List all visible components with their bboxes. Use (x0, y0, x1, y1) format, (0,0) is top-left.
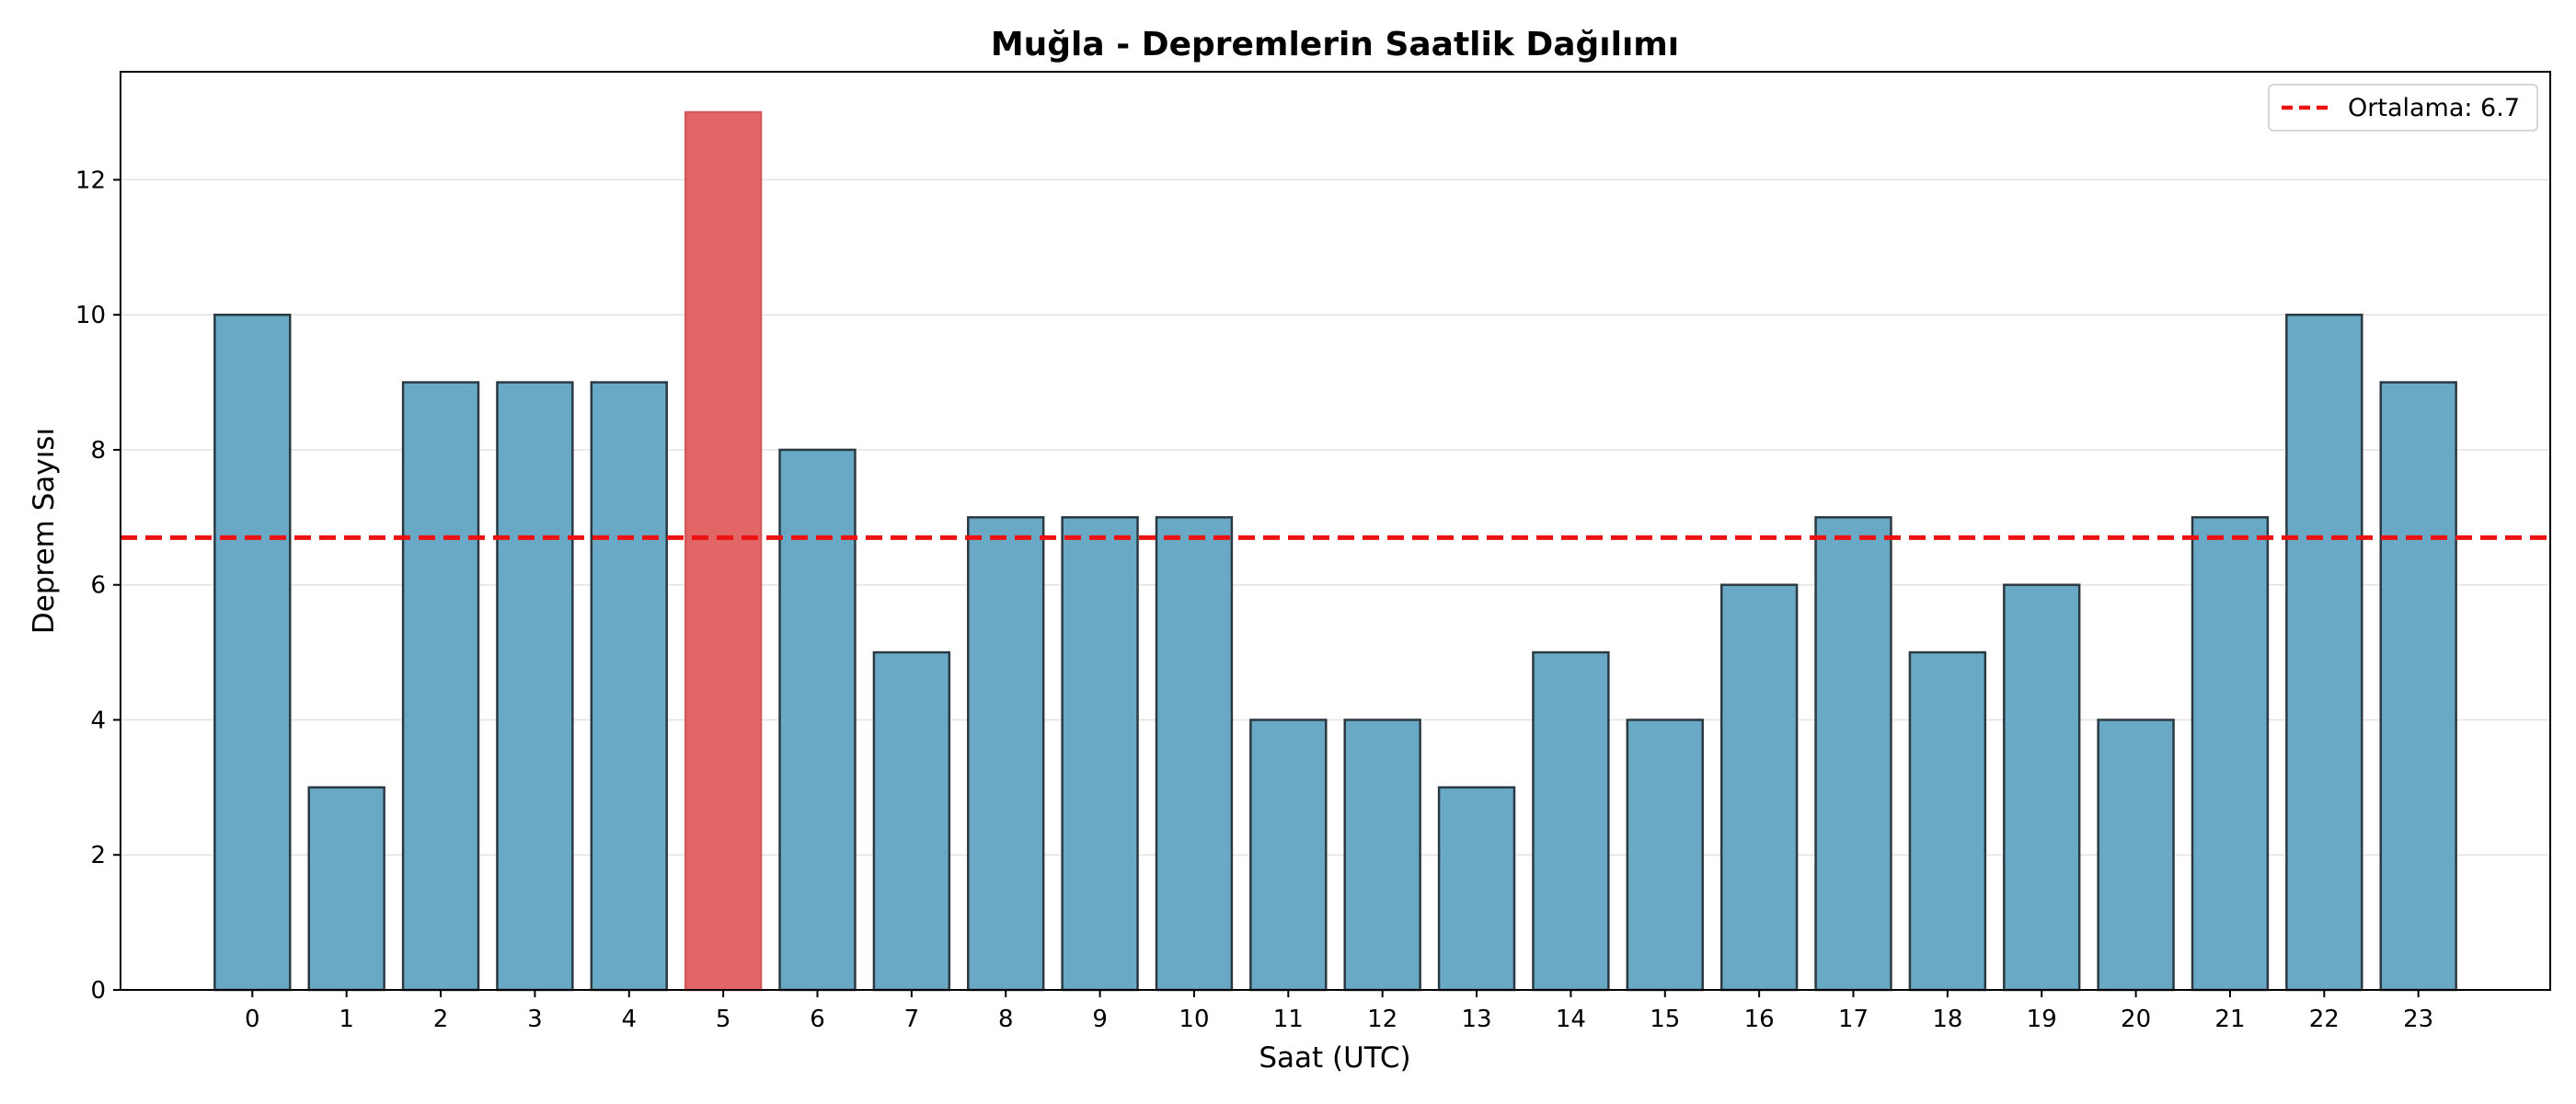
x-tick-label: 12 (1367, 1006, 1397, 1033)
bar-hour-9 (1061, 516, 1139, 992)
bar-hour-16 (1719, 583, 1799, 992)
legend: Ortalama: 6.7 (2268, 84, 2538, 132)
legend-label: Ortalama: 6.7 (2348, 94, 2520, 122)
x-tick-label: 9 (1092, 1006, 1108, 1033)
x-tick-label: 8 (998, 1006, 1014, 1033)
x-axis-label: Saat (UTC) (1259, 1041, 1410, 1075)
bar-hour-8 (967, 516, 1045, 992)
bar-hour-2 (401, 381, 480, 992)
x-tick-label: 23 (2403, 1006, 2433, 1033)
x-tick-label: 13 (1461, 1006, 1491, 1033)
x-tick-label: 22 (2309, 1006, 2340, 1033)
x-tick-label: 2 (433, 1006, 449, 1033)
bars (213, 110, 2457, 992)
bar-hour-6 (778, 448, 857, 992)
bar-hour-23 (2379, 381, 2457, 992)
bar-hour-15 (1626, 719, 1704, 992)
bar-hour-17 (1814, 516, 1892, 992)
x-tick-label: 14 (1556, 1006, 1586, 1033)
bar-hour-4 (590, 381, 668, 992)
y-tick-label: 4 (90, 707, 106, 734)
y-tick-label: 8 (90, 437, 106, 465)
legend-box (2268, 84, 2538, 132)
x-tick-label: 21 (2214, 1006, 2245, 1033)
gridlines (121, 178, 2550, 991)
x-tick-label: 18 (1932, 1006, 1962, 1033)
x-tick-label: 10 (1179, 1006, 1209, 1033)
y-tick-label: 2 (90, 842, 106, 869)
y-tick-label: 6 (90, 572, 106, 600)
x-tick-label: 5 (716, 1006, 731, 1033)
x-tick-label: 19 (2027, 1006, 2057, 1033)
plot-frame (120, 71, 2551, 991)
bar-hour-21 (2191, 516, 2270, 992)
bar-hour-22 (2285, 313, 2363, 992)
bar-hour-7 (872, 650, 951, 992)
x-tick-label: 0 (245, 1006, 260, 1033)
x-tick-label: 15 (1650, 1006, 1680, 1033)
bar-hour-19 (2003, 583, 2081, 992)
y-axis-label: Deprem Sayısı (28, 428, 61, 634)
bar-hour-3 (496, 381, 574, 992)
bar-hour-18 (1908, 650, 1987, 992)
x-tick-label: 20 (2121, 1006, 2151, 1033)
x-tick-label: 16 (1744, 1006, 1775, 1033)
x-tick-label: 17 (1838, 1006, 1869, 1033)
y-tick-label: 12 (75, 167, 106, 194)
x-tick-label: 7 (904, 1006, 920, 1033)
x-tick-label: 4 (621, 1006, 637, 1033)
bar-hour-5 (684, 110, 763, 992)
y-axis: 0 2 4 6 8 10 12 (75, 167, 121, 1005)
x-axis: 0 1 2 3 4 5 6 7 8 9 10 11 12 13 14 15 16 17 18 19 20 21 22 23 (245, 990, 2433, 1033)
bar-hour-14 (1532, 650, 1610, 992)
bar-hour-20 (2097, 719, 2175, 992)
x-tick-label: 11 (1273, 1006, 1304, 1033)
chart-title: Muğla - Depremlerin Saatlik Dağılımı (991, 26, 1679, 63)
bar-hour-1 (307, 786, 385, 992)
x-tick-label: 6 (810, 1006, 825, 1033)
x-tick-label: 3 (527, 1006, 543, 1033)
bar-hour-0 (213, 313, 292, 992)
bar-hour-12 (1343, 719, 1421, 992)
x-tick-label: 1 (339, 1006, 354, 1033)
y-tick-label: 10 (75, 302, 106, 329)
bar-hour-11 (1249, 719, 1328, 992)
bar-hour-10 (1155, 516, 1234, 992)
bar-hour-13 (1437, 786, 1516, 992)
y-tick-label: 0 (90, 977, 106, 1005)
